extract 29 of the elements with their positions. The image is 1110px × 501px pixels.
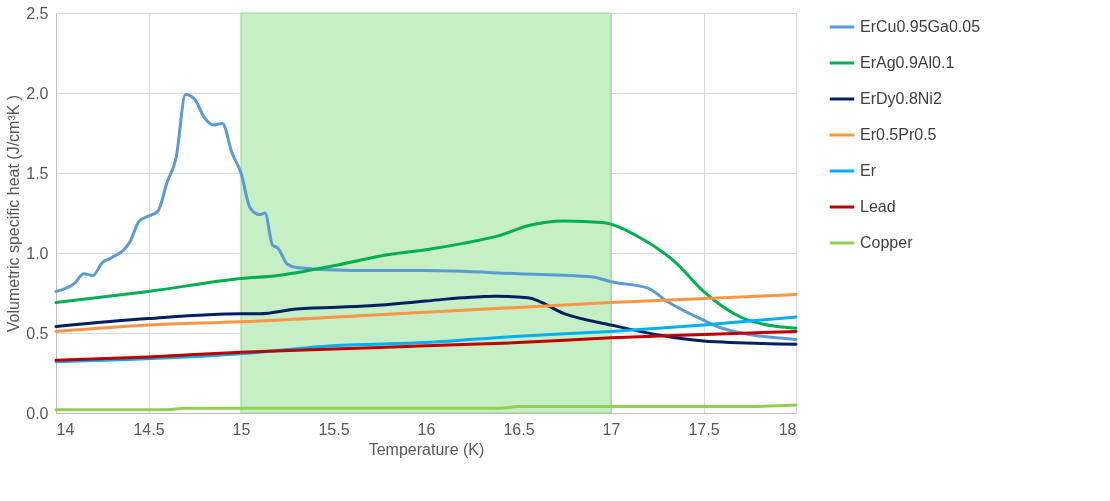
legend-label: ErAg0.9Al0.1	[860, 54, 955, 71]
line-series	[54, 93, 798, 341]
y-tick-label: 2.0	[26, 84, 49, 102]
x-tick-label: 15.5	[318, 420, 350, 438]
legend-label: Lead	[860, 198, 896, 215]
y-tick-label: 1.0	[26, 244, 49, 262]
legend-label: Copper	[860, 234, 914, 251]
x-axis-title: Temperature (K)	[368, 440, 485, 458]
x-tick-label: 17.5	[688, 420, 720, 438]
x-tick-label: 16.5	[503, 420, 535, 438]
legend-label: Er0.5Pr0.5	[860, 126, 937, 143]
y-tick-label: 2.5	[26, 4, 49, 22]
line-series	[54, 294, 798, 346]
y-axis-title: Volumetric specific heat (J/cm³K )	[5, 94, 23, 333]
line-series	[54, 329, 798, 362]
x-tick-label: 17	[602, 420, 621, 438]
x-tick-label: 18	[778, 420, 797, 438]
y-tick-label: 0.5	[26, 324, 49, 342]
legend-label: ErDy0.8Ni2	[860, 90, 942, 107]
x-tick-label: 14	[56, 420, 75, 438]
legend-label: Er	[860, 162, 877, 179]
y-tick-label: 1.5	[26, 164, 49, 182]
y-tick-label: 0.0	[26, 404, 49, 422]
x-tick-label: 14.5	[133, 420, 165, 438]
line-series	[54, 219, 798, 330]
x-tick-label: 16	[417, 420, 436, 438]
x-tick-label: 15	[232, 420, 251, 438]
legend-label: ErCu0.95Ga0.05	[860, 18, 981, 35]
line-series	[54, 293, 798, 333]
